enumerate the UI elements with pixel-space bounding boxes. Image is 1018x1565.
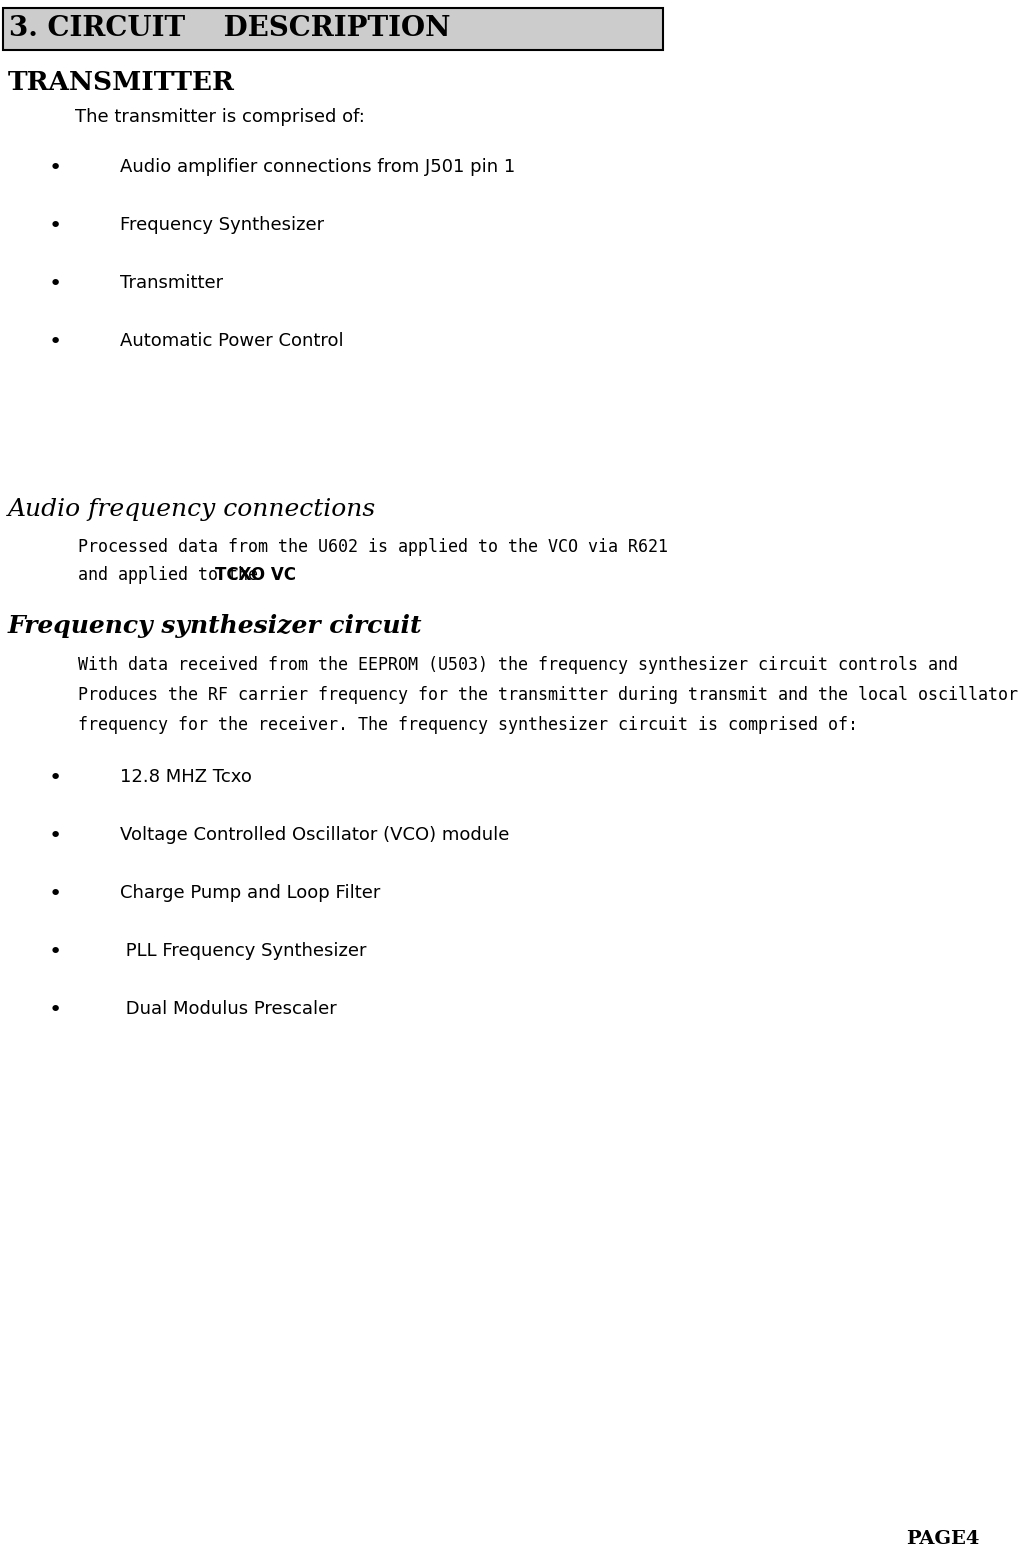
Text: •: • — [49, 332, 62, 352]
Text: •: • — [49, 826, 62, 847]
Text: Audio frequency connections: Audio frequency connections — [8, 498, 377, 521]
Text: With data received from the EEPROM (U503) the frequency synthesizer circuit cont: With data received from the EEPROM (U503… — [78, 656, 958, 675]
Text: PLL Frequency Synthesizer: PLL Frequency Synthesizer — [120, 942, 366, 959]
Bar — [3, 8, 663, 50]
Text: Voltage Controlled Oscillator (VCO) module: Voltage Controlled Oscillator (VCO) modu… — [120, 826, 509, 844]
Text: •: • — [49, 158, 62, 178]
Text: Charge Pump and Loop Filter: Charge Pump and Loop Filter — [120, 884, 381, 901]
Text: •: • — [49, 942, 62, 962]
Text: Audio amplifier connections from J501 pin 1: Audio amplifier connections from J501 pi… — [120, 158, 515, 175]
Text: TCXO VC: TCXO VC — [215, 567, 296, 584]
Text: •: • — [49, 768, 62, 789]
Text: Processed data from the U602 is applied to the VCO via R621: Processed data from the U602 is applied … — [78, 538, 668, 556]
Text: and applied to the: and applied to the — [78, 567, 268, 584]
Text: •: • — [49, 884, 62, 905]
Text: Frequency Synthesizer: Frequency Synthesizer — [120, 216, 324, 235]
Text: The transmitter is comprised of:: The transmitter is comprised of: — [75, 108, 364, 127]
Text: •: • — [49, 274, 62, 294]
Text: 12.8 MHZ Tcxo: 12.8 MHZ Tcxo — [120, 768, 251, 786]
Text: Dual Modulus Prescaler: Dual Modulus Prescaler — [120, 1000, 337, 1017]
Text: Produces the RF carrier frequency for the transmitter during transmit and the lo: Produces the RF carrier frequency for th… — [78, 685, 1018, 704]
Text: PAGE4: PAGE4 — [907, 1531, 980, 1548]
Text: Automatic Power Control: Automatic Power Control — [120, 332, 344, 351]
Text: Transmitter: Transmitter — [120, 274, 223, 293]
Text: frequency for the receiver. The frequency synthesizer circuit is comprised of:: frequency for the receiver. The frequenc… — [78, 717, 858, 734]
Text: Frequency synthesizer circuit: Frequency synthesizer circuit — [8, 613, 422, 639]
Text: TRANSMITTER: TRANSMITTER — [8, 70, 235, 95]
Text: •: • — [49, 1000, 62, 1020]
Text: 3. CIRCUIT    DESCRIPTION: 3. CIRCUIT DESCRIPTION — [9, 16, 451, 42]
Text: •: • — [49, 216, 62, 236]
